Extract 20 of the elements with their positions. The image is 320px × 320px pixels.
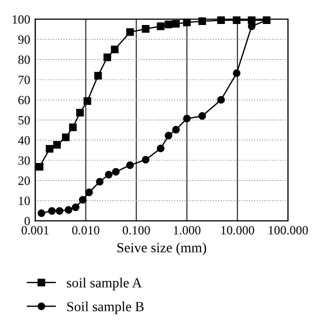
y-tick-label: 40 (18, 136, 30, 145)
legend-label: soil sample A (66, 278, 142, 290)
y-tick-label: 80 (18, 56, 30, 64)
y-tick-label: 10 (18, 196, 30, 206)
y-tick-label: 60 (18, 96, 30, 104)
x-tick-label: 100.000 (268, 226, 308, 235)
y-tick-label: 0 (24, 216, 30, 226)
x-tick-label: 0.010 (72, 226, 100, 235)
x-axis-title: Seive size (mm) (117, 242, 206, 256)
y-tick-label: 30 (18, 156, 30, 165)
x-tick-label: 0.100 (122, 226, 150, 235)
x-tick-label: 1.000 (174, 226, 200, 235)
y-tick-label: 90 (18, 35, 30, 44)
y-tick-label: 20 (18, 176, 30, 185)
y-tick-label: 100 (12, 15, 30, 24)
x-tick-label: 0.001 (22, 226, 49, 235)
y-tick-label: 50 (18, 116, 30, 124)
legend-label: Soil sample B (67, 302, 144, 314)
y-tick-label: 70 (18, 76, 30, 84)
x-tick-label: 10.000 (221, 226, 254, 235)
